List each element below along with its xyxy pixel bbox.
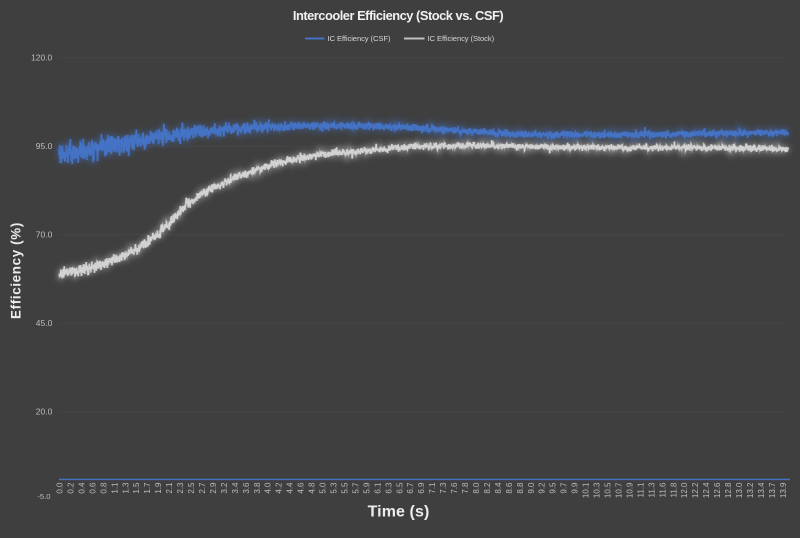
svg-text:12.6: 12.6: [713, 482, 722, 498]
svg-text:9.7: 9.7: [560, 482, 569, 494]
svg-text:11.1: 11.1: [636, 482, 645, 498]
svg-text:5.9: 5.9: [362, 482, 371, 494]
svg-text:9.9: 9.9: [571, 482, 580, 494]
svg-text:7.3: 7.3: [439, 482, 448, 494]
svg-text:5.0: 5.0: [319, 482, 328, 494]
svg-text:-5.0: -5.0: [37, 492, 50, 501]
svg-text:70.0: 70.0: [36, 230, 53, 240]
svg-text:8.6: 8.6: [505, 482, 514, 494]
svg-text:0.8: 0.8: [99, 482, 108, 494]
svg-text:6.3: 6.3: [384, 482, 393, 494]
svg-text:6.7: 6.7: [406, 482, 415, 494]
svg-text:13.4: 13.4: [757, 482, 766, 498]
svg-text:2.1: 2.1: [165, 482, 174, 494]
svg-text:13.2: 13.2: [746, 482, 755, 498]
svg-text:2.5: 2.5: [187, 482, 196, 494]
svg-text:4.0: 4.0: [264, 482, 273, 494]
svg-text:5.7: 5.7: [351, 482, 360, 494]
svg-text:8.2: 8.2: [483, 482, 492, 494]
svg-text:Intercooler Efficiency (Stock: Intercooler Efficiency (Stock vs. CSF): [293, 8, 503, 23]
svg-text:7.8: 7.8: [461, 482, 470, 494]
svg-text:12.0: 12.0: [680, 482, 689, 498]
svg-text:10.1: 10.1: [582, 482, 591, 498]
svg-text:Efficiency (%): Efficiency (%): [9, 222, 24, 319]
svg-text:1.1: 1.1: [110, 482, 119, 494]
svg-text:9.5: 9.5: [549, 482, 558, 494]
svg-text:8.4: 8.4: [494, 482, 503, 494]
svg-text:2.7: 2.7: [198, 482, 207, 494]
svg-text:4.8: 4.8: [308, 482, 317, 494]
svg-text:8.8: 8.8: [516, 482, 525, 494]
svg-text:0.2: 0.2: [67, 482, 76, 494]
svg-text:4.2: 4.2: [275, 482, 284, 494]
svg-text:3.4: 3.4: [231, 482, 240, 494]
svg-text:10.9: 10.9: [625, 482, 634, 498]
svg-text:13.0: 13.0: [735, 482, 744, 498]
svg-text:12.8: 12.8: [724, 482, 733, 498]
svg-text:2.9: 2.9: [209, 482, 218, 494]
svg-text:12.4: 12.4: [702, 482, 711, 498]
svg-text:9.0: 9.0: [527, 482, 536, 494]
svg-text:11.3: 11.3: [647, 482, 656, 498]
svg-text:10.5: 10.5: [604, 482, 613, 498]
svg-text:2.3: 2.3: [176, 482, 185, 494]
svg-text:1.5: 1.5: [132, 482, 141, 494]
svg-text:5.5: 5.5: [341, 482, 350, 494]
svg-text:7.1: 7.1: [428, 482, 437, 494]
svg-text:3.6: 3.6: [242, 482, 251, 494]
svg-text:IC Efficiency (Stock): IC Efficiency (Stock): [428, 34, 495, 43]
svg-text:IC Efficiency (CSF): IC Efficiency (CSF): [328, 34, 391, 43]
svg-text:3.8: 3.8: [253, 482, 262, 494]
svg-text:1.7: 1.7: [143, 482, 152, 494]
svg-text:45.0: 45.0: [36, 318, 53, 328]
svg-text:4.6: 4.6: [297, 482, 306, 494]
svg-text:6.5: 6.5: [395, 482, 404, 494]
svg-text:0.4: 0.4: [77, 482, 86, 494]
svg-text:95.0: 95.0: [36, 141, 53, 151]
svg-text:20.0: 20.0: [36, 407, 53, 417]
svg-text:4.4: 4.4: [286, 482, 295, 494]
svg-text:11.8: 11.8: [669, 482, 678, 498]
svg-text:1.3: 1.3: [121, 482, 130, 494]
svg-text:0.6: 0.6: [88, 482, 97, 494]
svg-text:3.2: 3.2: [220, 482, 229, 494]
svg-text:8.0: 8.0: [472, 482, 481, 494]
svg-text:7.6: 7.6: [450, 482, 459, 494]
svg-text:12.2: 12.2: [691, 482, 700, 498]
svg-text:13.7: 13.7: [768, 482, 777, 498]
svg-text:120.0: 120.0: [31, 53, 53, 63]
svg-text:5.3: 5.3: [330, 482, 339, 494]
svg-text:1.9: 1.9: [154, 482, 163, 494]
svg-text:10.7: 10.7: [615, 482, 624, 498]
svg-text:9.2: 9.2: [538, 482, 547, 494]
svg-text:13.9: 13.9: [779, 482, 788, 498]
svg-text:0.0: 0.0: [56, 482, 65, 494]
svg-text:11.6: 11.6: [658, 482, 667, 498]
svg-text:Time (s): Time (s): [368, 504, 430, 521]
svg-text:10.3: 10.3: [593, 482, 602, 498]
svg-text:6.1: 6.1: [373, 482, 382, 494]
svg-text:6.9: 6.9: [417, 482, 426, 494]
